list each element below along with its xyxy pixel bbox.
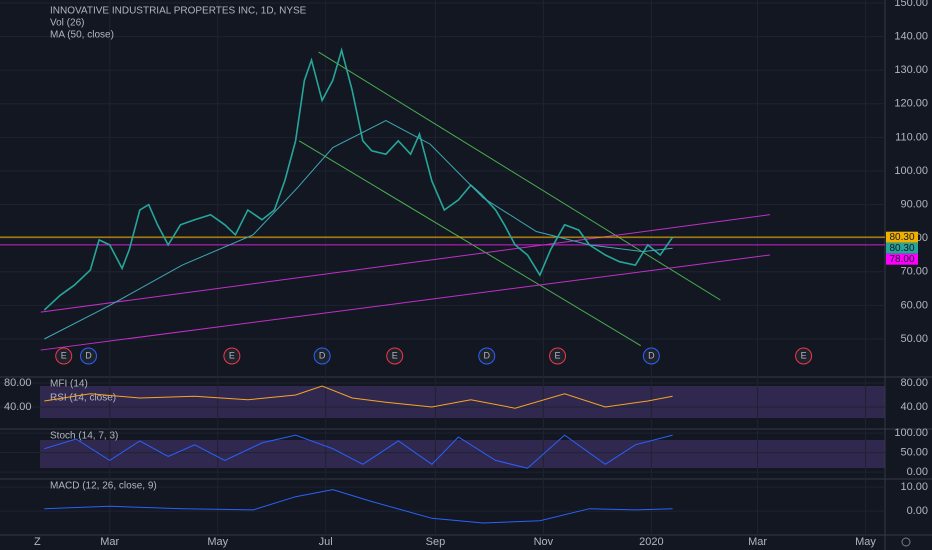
event-label: D xyxy=(319,350,326,360)
y-tick-label-left: 40.00 xyxy=(4,401,32,413)
stoch-band xyxy=(40,440,885,468)
price-tag xyxy=(886,231,918,243)
y-tick-label: 80.00 xyxy=(900,377,928,389)
event-badge xyxy=(549,347,567,365)
rsi-band xyxy=(40,386,885,418)
y-tick-label: 10.00 xyxy=(900,481,928,493)
event-badge xyxy=(642,347,660,365)
trendline xyxy=(40,214,771,313)
y-tick-label: 70.00 xyxy=(900,266,928,278)
y-tick-label: 90.00 xyxy=(900,199,928,211)
trendline xyxy=(298,140,641,347)
x-tick-label: Nov xyxy=(534,536,554,548)
series-line xyxy=(43,47,674,311)
event-label: E xyxy=(801,350,807,360)
y-tick-label: 100.00 xyxy=(894,427,928,439)
price-tag-label: 80.30 xyxy=(889,232,914,243)
y-tick-label: 110.00 xyxy=(895,131,928,143)
trendline xyxy=(318,51,721,301)
zoom-button[interactable]: Z xyxy=(34,536,41,548)
event-label: E xyxy=(555,350,561,360)
x-tick-label: May xyxy=(207,536,228,548)
price-tag xyxy=(886,253,918,265)
event-badge xyxy=(80,347,97,365)
indicator-label: Stoch (14, 7, 3) xyxy=(50,431,118,442)
series-line xyxy=(44,385,673,409)
indicator-label: Vol (26) xyxy=(50,18,84,29)
price-tag xyxy=(886,242,918,254)
event-badge xyxy=(795,347,813,365)
event-badge xyxy=(223,347,241,365)
indicator-label: RSI (14, close) xyxy=(50,393,116,404)
x-tick-label: Jul xyxy=(319,536,333,548)
price-tag-label: 80.30 xyxy=(889,243,914,254)
price-tag-label: 78.00 xyxy=(889,254,914,265)
y-tick-label: 40.00 xyxy=(900,401,928,413)
series-line xyxy=(44,489,673,524)
series-line xyxy=(44,120,673,340)
y-tick-label: 140.00 xyxy=(894,31,928,43)
trendline xyxy=(40,254,771,351)
event-badge xyxy=(313,347,331,365)
y-tick-label: 130.00 xyxy=(894,64,928,76)
event-badge xyxy=(55,347,73,365)
y-tick-label: 100.00 xyxy=(894,165,928,177)
y-tick-label: 0.00 xyxy=(907,505,928,517)
event-label: E xyxy=(392,350,398,360)
event-label: D xyxy=(648,350,655,360)
x-tick-label: Mar xyxy=(748,536,767,548)
indicator-label: MFI (14) xyxy=(50,379,88,390)
y-tick-label-left: 80.00 xyxy=(4,377,32,389)
y-tick-label: 150.00 xyxy=(894,0,928,9)
event-label: E xyxy=(61,350,67,360)
y-tick-label: 0.00 xyxy=(907,466,928,478)
indicator-label: MACD (12, 26, close, 9) xyxy=(50,481,157,492)
event-badge xyxy=(478,347,496,365)
y-tick-label: 50.00 xyxy=(900,333,928,345)
indicator-label: MA (50, close) xyxy=(50,30,114,41)
event-label: D xyxy=(484,350,491,360)
event-label: D xyxy=(85,350,92,360)
event-label: E xyxy=(229,350,235,360)
series-line xyxy=(44,434,673,469)
x-tick-label: 2020 xyxy=(639,536,663,548)
y-tick-label: 60.00 xyxy=(900,299,928,311)
y-tick-label: 50.00 xyxy=(900,447,928,459)
y-tick-label: 120.00 xyxy=(894,98,928,110)
x-tick-label: Sep xyxy=(426,536,446,548)
settings-icon[interactable] xyxy=(901,537,911,547)
x-tick-label: May xyxy=(855,536,876,548)
event-badge xyxy=(386,347,404,365)
chart-title: INNOVATIVE INDUSTRIAL PROPERTES INC, 1D,… xyxy=(50,6,307,17)
x-tick-label: Mar xyxy=(100,536,119,548)
